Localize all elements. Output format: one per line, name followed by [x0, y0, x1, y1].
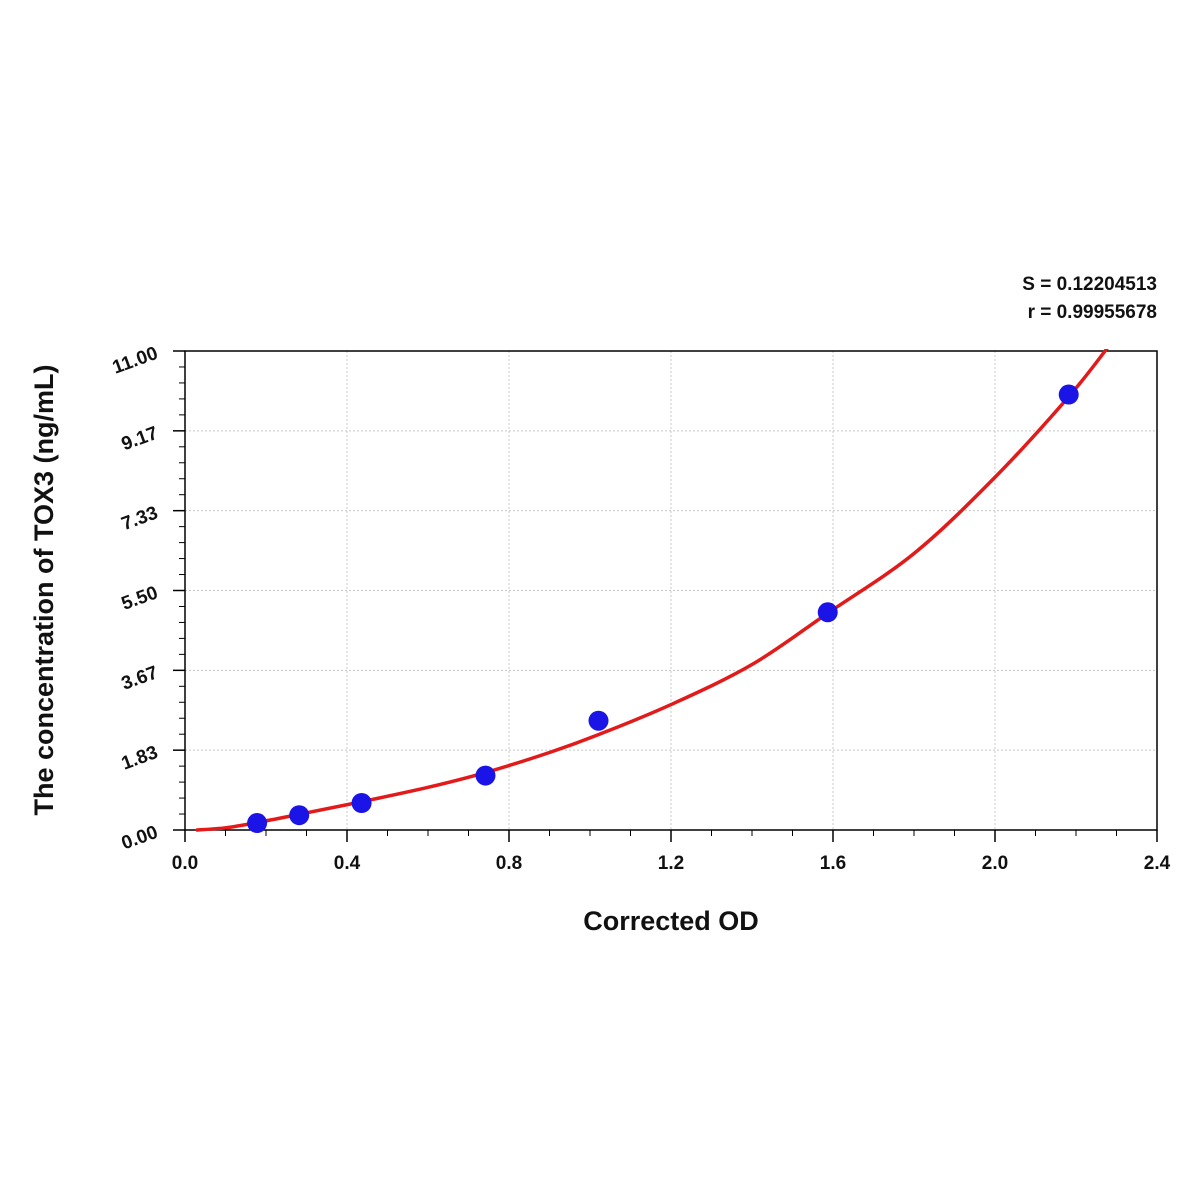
fit-r-value: r = 0.99955678	[1028, 302, 1157, 323]
x-tick-label: 2.0	[982, 853, 1008, 874]
x-tick-label: 0.0	[172, 853, 198, 874]
y-tick-label: 1.83	[119, 742, 161, 774]
data-point	[1058, 384, 1079, 405]
y-tick-labels: 0.00 1.83 3.67 5.50 7.33 9.17 11.00	[110, 343, 161, 854]
y-tick-label: 5.50	[119, 582, 161, 614]
axis-ticks	[173, 350, 1158, 842]
x-tick-label: 0.4	[334, 853, 361, 874]
data-points-layer	[247, 384, 1079, 834]
data-point	[817, 602, 838, 623]
y-tick-label: 0.00	[119, 822, 161, 854]
y-tick-label: 7.33	[119, 503, 161, 535]
fit-curve	[195, 349, 1109, 832]
data-point	[289, 805, 310, 826]
data-point	[351, 793, 372, 814]
y-axis-title: The concentration of TOX3 (ng/mL)	[29, 364, 59, 815]
x-tick-label: 0.8	[496, 853, 522, 874]
data-point	[247, 813, 268, 834]
fit-curve-layer	[195, 349, 1109, 832]
x-axis-title: Corrected OD	[583, 906, 759, 936]
plot-frame	[184, 350, 1158, 831]
y-tick-label: 9.17	[119, 423, 161, 455]
y-tick-label: 3.67	[119, 662, 161, 694]
x-tick-label: 1.6	[820, 853, 846, 874]
data-point	[475, 765, 496, 786]
data-point	[588, 710, 609, 731]
x-tick-labels: 0.0 0.4 0.8 1.2 1.6 2.0 2.4	[172, 853, 1171, 874]
y-tick-label: 11.00	[110, 343, 161, 379]
x-tick-label: 2.4	[1144, 853, 1171, 874]
fit-s-value: S = 0.12204513	[1022, 274, 1157, 295]
x-tick-label: 1.2	[658, 853, 684, 874]
grid	[185, 351, 1157, 830]
